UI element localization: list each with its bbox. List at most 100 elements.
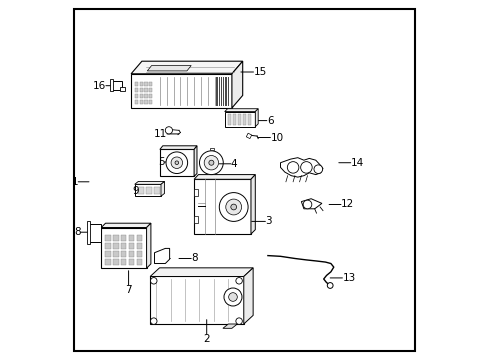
Bar [135,100,138,104]
Bar [121,251,126,257]
Text: 6: 6 [266,116,273,126]
Bar [128,251,134,257]
Bar [135,88,138,92]
Text: 7: 7 [125,285,132,295]
Polygon shape [244,268,253,324]
Polygon shape [194,216,198,223]
Text: 9: 9 [132,186,139,196]
Text: 8: 8 [74,227,81,237]
Circle shape [150,318,157,324]
Bar [104,259,110,265]
Bar [140,100,142,104]
Text: 13: 13 [342,273,355,283]
Text: 14: 14 [350,158,363,168]
Bar [140,82,142,86]
Polygon shape [210,148,213,150]
Circle shape [313,165,322,174]
Bar [242,114,246,125]
Polygon shape [280,158,322,177]
Bar [232,114,236,125]
Circle shape [224,288,242,306]
Bar [149,88,152,92]
Circle shape [300,162,311,173]
Text: 15: 15 [253,67,266,77]
Polygon shape [120,87,125,91]
Circle shape [204,156,218,170]
Polygon shape [109,79,113,91]
Polygon shape [160,146,197,149]
Circle shape [303,200,311,209]
Bar [128,259,134,265]
Bar [140,88,142,92]
Bar [113,243,118,249]
Polygon shape [194,146,197,176]
Bar [144,88,147,92]
Bar [136,235,142,241]
Circle shape [150,278,157,284]
Polygon shape [194,189,198,196]
Circle shape [228,293,237,301]
Bar [138,187,143,194]
Text: 8: 8 [191,253,198,264]
Polygon shape [223,324,237,328]
Text: 4: 4 [230,159,237,169]
Text: 5: 5 [158,157,164,167]
Polygon shape [101,228,146,268]
Polygon shape [194,175,255,179]
Text: 3: 3 [265,216,271,226]
Polygon shape [150,276,244,324]
Circle shape [230,204,236,210]
Bar [237,114,241,125]
Text: 11: 11 [154,129,167,139]
Polygon shape [112,81,122,90]
Polygon shape [231,61,242,108]
Polygon shape [131,74,231,108]
Polygon shape [224,112,255,127]
Text: 2: 2 [203,334,209,344]
Bar [113,235,118,241]
Circle shape [166,152,187,174]
Bar [136,259,142,265]
Bar [128,243,134,249]
Bar [136,243,142,249]
Bar [149,100,152,104]
Bar [113,259,118,265]
Polygon shape [89,224,101,242]
Circle shape [219,193,247,221]
Bar [149,82,152,86]
Polygon shape [134,184,161,196]
Polygon shape [150,268,253,276]
Circle shape [235,318,242,324]
Bar [135,94,138,98]
Bar [104,251,110,257]
Circle shape [175,161,178,165]
Bar [227,114,231,125]
Circle shape [208,160,213,165]
Bar [154,187,159,194]
Polygon shape [246,133,251,139]
Bar [247,114,251,125]
Bar [113,251,118,257]
Circle shape [287,162,298,173]
Polygon shape [301,199,321,209]
Circle shape [326,283,332,288]
Polygon shape [250,175,255,234]
Bar [144,94,147,98]
Polygon shape [255,109,258,127]
Bar [144,82,147,86]
Polygon shape [101,223,151,228]
Polygon shape [154,248,169,264]
Circle shape [199,151,223,175]
Polygon shape [194,179,250,234]
Polygon shape [146,223,151,268]
Circle shape [225,199,241,215]
Bar [136,251,142,257]
Polygon shape [87,221,90,244]
Text: 10: 10 [270,132,283,143]
Polygon shape [147,66,191,71]
Polygon shape [131,61,242,74]
Bar [104,235,110,241]
Bar [121,259,126,265]
Polygon shape [160,149,194,176]
Circle shape [165,127,172,134]
